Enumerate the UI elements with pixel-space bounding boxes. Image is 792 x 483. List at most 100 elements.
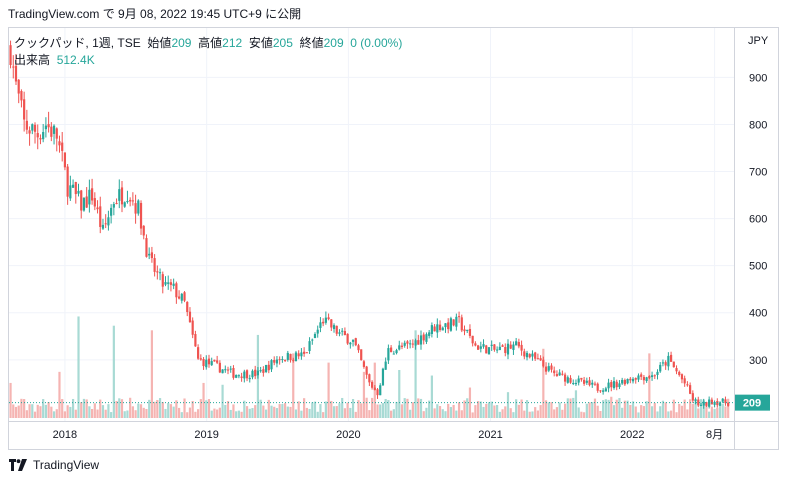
candle-body	[188, 311, 192, 323]
candle-body	[384, 361, 387, 370]
candle-body	[471, 335, 474, 344]
candle-body	[496, 349, 499, 351]
volume-bar	[107, 404, 110, 418]
candle-body	[618, 383, 621, 388]
candle-body	[379, 385, 382, 396]
volume-bar	[400, 404, 404, 418]
time-axis: 2018 2019 2020 2021 2022 8月	[8, 421, 779, 441]
volume-bar	[417, 398, 420, 418]
volume-bar	[346, 402, 349, 418]
volume-bar	[550, 402, 553, 418]
candle-body	[221, 369, 224, 374]
volume-bar	[506, 392, 510, 418]
candle-body	[414, 340, 417, 346]
volume-bar	[343, 408, 346, 418]
volume-bar	[169, 404, 173, 418]
candle-body	[324, 317, 327, 323]
volume-bar	[436, 404, 439, 418]
price-tick-label: 900	[749, 72, 767, 84]
volume-bar	[466, 398, 469, 418]
volume-bar	[226, 401, 230, 418]
volume-bar	[588, 402, 591, 418]
candle-body	[583, 379, 586, 384]
candle-body	[294, 352, 298, 361]
last-price-label: 209	[743, 398, 761, 410]
volume-bar	[245, 406, 249, 418]
volume-bar	[433, 408, 436, 418]
volume-bar	[66, 405, 69, 418]
volume-bar	[118, 398, 121, 418]
candle-body	[599, 390, 602, 392]
chart-frame[interactable]	[8, 27, 779, 450]
candle-body	[338, 332, 341, 334]
volume-bar	[536, 410, 539, 418]
volume-bar	[626, 400, 629, 418]
volume-bar	[69, 406, 72, 418]
volume-bar	[523, 410, 526, 418]
candle-body	[202, 359, 205, 367]
candle-body	[479, 346, 482, 349]
candle-body	[17, 79, 20, 94]
volume-bar	[289, 406, 292, 418]
change-value: 0 (0.00%)	[350, 36, 403, 50]
time-tick-label: 2022	[620, 429, 644, 441]
candle-body	[322, 321, 325, 324]
volume-bar	[338, 403, 341, 418]
volume-bar	[278, 404, 281, 418]
candle-body	[727, 402, 730, 406]
volume-bar	[689, 399, 692, 418]
volume-bar	[52, 411, 56, 418]
symbol-label: クックパッド, 1週, TSE	[14, 36, 141, 50]
volume-bar	[292, 353, 295, 418]
brand-name: TradingView	[33, 458, 100, 472]
candle-body	[69, 185, 72, 199]
volume-bar	[14, 406, 18, 418]
candle-body	[721, 398, 724, 402]
candle-body	[297, 353, 300, 357]
volume-bar	[672, 399, 675, 418]
volume-bar	[602, 400, 605, 418]
candle-body	[563, 374, 567, 382]
volume-bar	[63, 411, 67, 418]
candle-body	[58, 141, 61, 146]
candle-body	[640, 374, 643, 377]
volume-bar	[615, 399, 618, 418]
volume-bar	[9, 382, 12, 418]
time-tick-label: 2019	[194, 429, 218, 441]
volume-bar	[28, 404, 31, 418]
volume-bar	[539, 405, 542, 418]
candle-body	[648, 376, 651, 379]
candle-body	[718, 402, 722, 406]
candle-body	[689, 385, 692, 394]
volume-bar	[623, 400, 626, 418]
candle-body	[368, 374, 371, 383]
volume-bar	[213, 408, 216, 418]
volume-bar	[207, 399, 211, 418]
candle-body	[120, 187, 124, 205]
volume-bar	[25, 410, 28, 418]
candle-body	[409, 343, 412, 345]
candle-body	[512, 344, 515, 350]
candle-body	[52, 125, 56, 134]
candle-body	[463, 329, 466, 332]
volume-bar	[164, 408, 167, 418]
candle-body	[428, 332, 431, 336]
tradingview-logo[interactable]: TradingView	[9, 458, 99, 472]
volume-bar	[419, 398, 423, 418]
volume-bar	[455, 410, 458, 418]
candle-body	[129, 199, 132, 202]
volume-bar	[381, 403, 385, 418]
candle-body	[248, 378, 251, 380]
ohlc-legend: クックパッド, 1週, TSE 始値209 高値212 安値205 終値209 …	[14, 34, 402, 51]
volume-bar	[411, 402, 414, 418]
volume-bar	[112, 325, 115, 418]
candle-body	[205, 359, 208, 368]
volume-bar	[322, 412, 325, 418]
volume-bar	[286, 406, 289, 418]
volume-bar	[123, 411, 126, 418]
candle-body	[566, 377, 569, 383]
candle-body	[199, 358, 202, 360]
candle-body	[191, 320, 194, 335]
candle-body	[631, 378, 635, 382]
